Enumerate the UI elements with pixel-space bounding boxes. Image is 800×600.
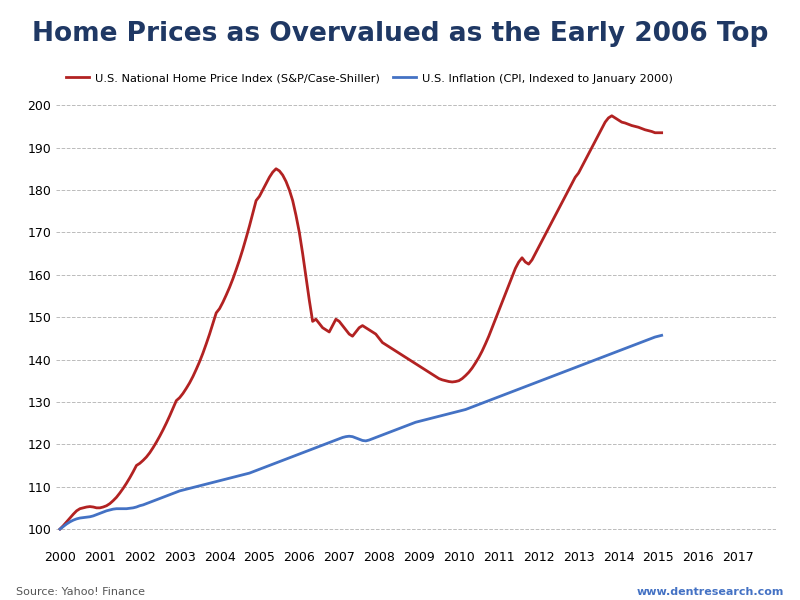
Legend: U.S. National Home Price Index (S&P/Case-Shiller), U.S. Inflation (CPI, Indexed : U.S. National Home Price Index (S&P/Case… <box>62 68 677 88</box>
Text: Home Prices as Overvalued as the Early 2006 Top: Home Prices as Overvalued as the Early 2… <box>32 21 768 47</box>
Text: www.dentresearch.com: www.dentresearch.com <box>637 587 784 597</box>
Text: Source: Yahoo! Finance: Source: Yahoo! Finance <box>16 587 145 597</box>
